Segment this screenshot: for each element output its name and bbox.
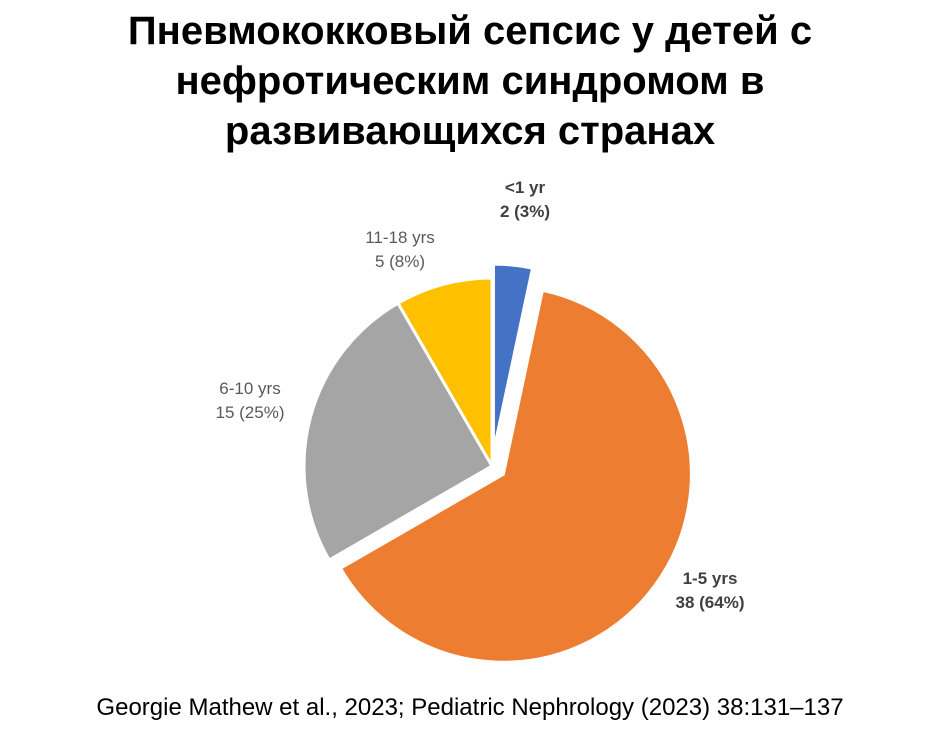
- slice-label-3: 11-18 yrs: [365, 228, 435, 247]
- pie-slice-3: [395, 276, 494, 472]
- slice-value-label-1: 38 (64%): [676, 593, 745, 612]
- pie-slice-2: [302, 301, 495, 563]
- slice-label-2: 6-10 yrs: [219, 379, 280, 398]
- slice-value-label-2: 15 (25%): [216, 403, 285, 422]
- title-line-1: Пневмококковый сепсис у детей с: [127, 9, 813, 53]
- pie-slice-0: [491, 262, 535, 453]
- slice-value-label-3: 5 (8%): [375, 252, 425, 271]
- slice-label-1: 1-5 yrs: [683, 569, 738, 588]
- citation-footnote: Georgie Mathew et al., 2023; Pediatric N…: [96, 694, 844, 721]
- slice-label-0: <1 yr: [505, 178, 546, 197]
- pie-slice-1: [338, 288, 693, 664]
- title-line-2: нефротическим синдромом в: [175, 59, 765, 103]
- slice-value-label-0: 2 (3%): [500, 202, 550, 221]
- page-title: Пневмококковый сепсис у детей с нефротич…: [0, 6, 940, 156]
- title-line-3: развивающихся странах: [224, 109, 716, 153]
